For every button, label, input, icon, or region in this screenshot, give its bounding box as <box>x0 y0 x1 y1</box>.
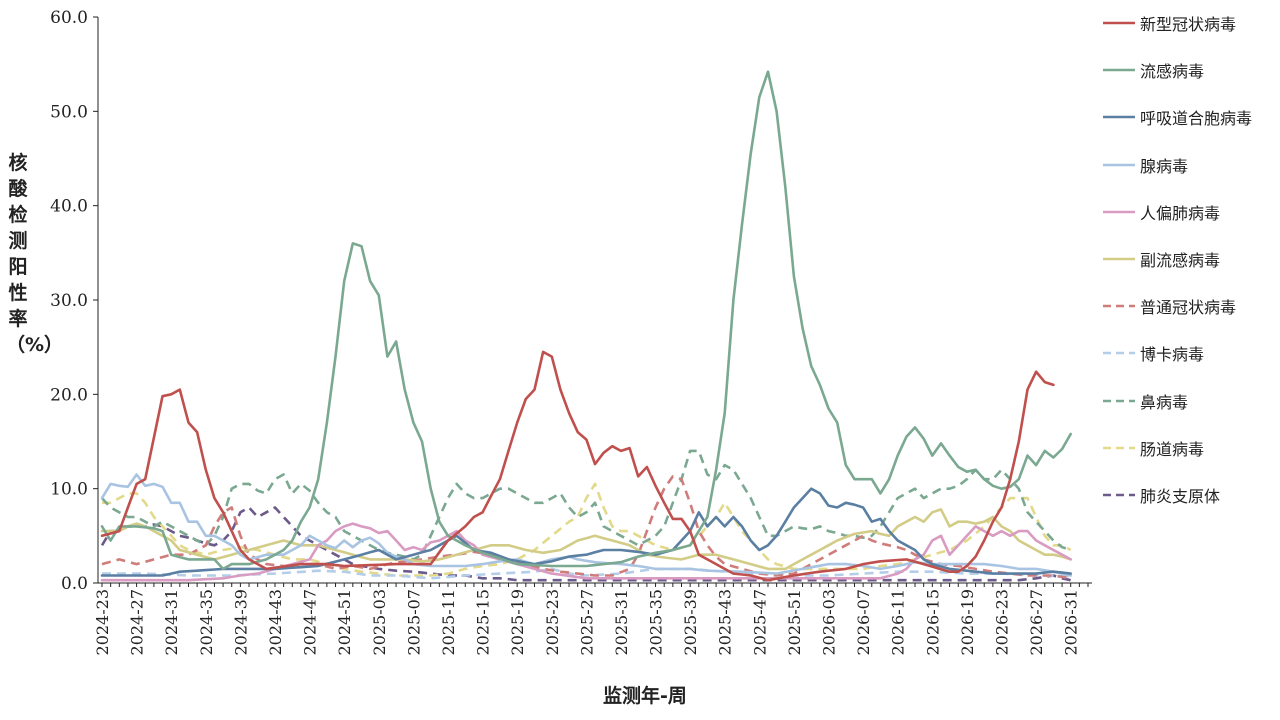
x-tick-label: 2025-27 <box>577 589 596 655</box>
legend-item: 腺病毒 <box>1102 153 1188 177</box>
y-axis-title: 核酸检测阳性率（%） <box>6 152 64 356</box>
legend-item: 肠道病毒 <box>1102 436 1204 460</box>
legend-item: 普通冠状病毒 <box>1102 294 1236 318</box>
y-tick-label: 60.0 <box>50 8 88 28</box>
x-tick-label: 2025-31 <box>612 589 631 655</box>
y-tick-label: 10.0 <box>50 480 88 500</box>
series-line-副流感病毒 <box>100 508 1072 571</box>
x-tick-label: 2026-19 <box>958 589 977 655</box>
legend-item: 新型冠状病毒 <box>1102 11 1236 35</box>
x-tick-label: 2025-11 <box>439 589 458 655</box>
legend-swatch <box>1103 163 1135 166</box>
legend-label: 肺炎支原体 <box>1140 487 1221 506</box>
legend-swatch <box>1103 21 1135 25</box>
legend-swatch <box>1103 446 1135 450</box>
x-tick-label: 2024-23 <box>93 589 112 655</box>
x-tick-label: 2025-47 <box>750 589 769 655</box>
x-tick-label: 2024-35 <box>197 589 216 655</box>
y-tick-label: 30.0 <box>50 291 88 311</box>
series-line-呼吸道合胞病毒 <box>100 487 1072 577</box>
legend-swatch <box>1103 68 1135 72</box>
legend-swatch <box>1103 493 1135 497</box>
x-tick-label: 2026-23 <box>993 589 1012 655</box>
x-tick-label: 2025-35 <box>647 589 666 655</box>
legend-item: 肺炎支原体 <box>1102 483 1220 507</box>
legend-label: 肠道病毒 <box>1140 439 1205 459</box>
series-line-肺炎支原体 <box>100 506 1071 582</box>
x-tick-label: 2026-07 <box>854 589 873 655</box>
legend-swatch <box>1103 352 1135 355</box>
legend-label: 腺病毒 <box>1140 156 1189 176</box>
y-tick-label: 0.0 <box>61 574 88 594</box>
legend-label: 鼻病毒 <box>1140 392 1189 412</box>
legend-swatch <box>1103 304 1135 308</box>
x-tick-label: 2024-31 <box>162 589 181 655</box>
series-line-人偏肺病毒 <box>100 522 1072 582</box>
x-tick-label: 2024-43 <box>266 589 285 655</box>
x-tick-label: 2026-27 <box>1027 589 1046 655</box>
x-tick-label: 2024-39 <box>231 589 250 655</box>
y-tick-label: 50.0 <box>50 102 88 122</box>
x-tick-label: 2024-27 <box>128 589 147 655</box>
series-line-流感病毒 <box>100 70 1072 571</box>
x-tick-label: 2025-51 <box>785 589 804 655</box>
legend-label: 流感病毒 <box>1140 62 1205 82</box>
legend-item: 人偏肺病毒 <box>1102 200 1220 224</box>
legend-label: 人偏肺病毒 <box>1140 203 1221 223</box>
x-tick-label: 2026-31 <box>1062 589 1081 655</box>
legend-swatch <box>1103 116 1135 119</box>
legend-label: 普通冠状病毒 <box>1140 298 1237 318</box>
x-tick-label: 2025-15 <box>474 589 493 655</box>
legend-label: 副流感病毒 <box>1140 251 1221 270</box>
series-line-腺病毒 <box>100 473 1072 577</box>
legend-swatch <box>1103 257 1135 261</box>
x-tick-label: 2024-51 <box>335 589 354 655</box>
x-tick-label: 2025-43 <box>716 589 735 655</box>
legend-item: 鼻病毒 <box>1102 389 1188 413</box>
x-tick-label: 2025-39 <box>681 589 700 655</box>
x-tick-label: 2026-11 <box>889 589 908 655</box>
legend-label: 博卡病毒 <box>1140 345 1205 365</box>
x-tick-label: 2024-47 <box>301 589 320 655</box>
x-axis-title: 监测年-周 <box>603 684 687 707</box>
series-line-博卡病毒 <box>102 567 1071 580</box>
x-tick-label: 2026-15 <box>923 589 942 655</box>
x-tick-label: 2025-07 <box>404 589 423 655</box>
x-tick-label: 2025-23 <box>543 589 562 655</box>
series-line-新型冠状病毒 <box>100 350 1055 582</box>
y-tick-label: 40.0 <box>50 197 88 217</box>
x-tick-label: 2025-03 <box>370 589 389 655</box>
legend-item: 流感病毒 <box>1102 58 1204 82</box>
legend-label: 呼吸道合胞病毒 <box>1140 109 1253 129</box>
legend-label: 新型冠状病毒 <box>1140 15 1237 34</box>
legend-item: 呼吸道合胞病毒 <box>1102 105 1252 129</box>
legend-swatch <box>1103 399 1135 402</box>
legend-item: 博卡病毒 <box>1102 341 1204 365</box>
x-tick-label: 2025-19 <box>508 589 527 655</box>
legend-swatch <box>1103 210 1135 214</box>
legend-item: 副流感病毒 <box>1102 247 1220 271</box>
x-tick-label: 2026-03 <box>820 589 839 655</box>
y-tick-label: 20.0 <box>50 385 88 405</box>
series-line-鼻病毒 <box>101 449 1072 561</box>
